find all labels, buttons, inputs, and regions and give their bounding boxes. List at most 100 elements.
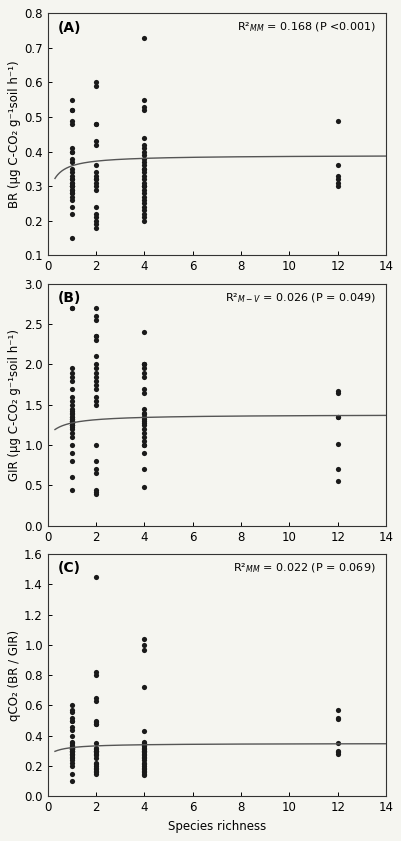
Point	[69, 714, 75, 727]
Point	[93, 483, 99, 496]
Point	[141, 100, 147, 114]
Point	[93, 752, 99, 765]
Point	[93, 330, 99, 343]
Point	[69, 166, 75, 179]
Point	[141, 643, 147, 656]
Point	[69, 422, 75, 436]
Point	[141, 179, 147, 193]
Point	[69, 172, 75, 186]
Point	[141, 739, 147, 753]
Point	[69, 744, 75, 758]
Point	[69, 398, 75, 411]
Point	[69, 207, 75, 220]
Point	[93, 117, 99, 130]
Point	[141, 357, 147, 371]
Point	[69, 172, 75, 186]
Point	[141, 747, 147, 760]
Point	[141, 406, 147, 420]
Point	[69, 729, 75, 743]
Point	[93, 172, 99, 186]
Point	[69, 415, 75, 429]
Point	[69, 366, 75, 379]
Point	[141, 172, 147, 186]
Point	[141, 382, 147, 395]
Point	[141, 159, 147, 172]
Text: (B): (B)	[58, 291, 81, 305]
Point	[69, 415, 75, 429]
Point	[69, 741, 75, 754]
Point	[93, 438, 99, 452]
Point	[141, 176, 147, 189]
Point	[141, 179, 147, 193]
Point	[69, 152, 75, 166]
Point	[93, 756, 99, 770]
Point	[69, 183, 75, 197]
Point	[69, 750, 75, 764]
Point	[69, 406, 75, 420]
Point	[69, 162, 75, 176]
Point	[93, 362, 99, 375]
Point	[141, 434, 147, 447]
Point	[69, 756, 75, 770]
Point	[69, 743, 75, 756]
Point	[141, 724, 147, 738]
Point	[69, 711, 75, 724]
Point	[69, 231, 75, 245]
Point	[69, 193, 75, 207]
Point	[69, 418, 75, 431]
Point	[93, 767, 99, 780]
Point	[141, 162, 147, 176]
Point	[141, 744, 147, 758]
Point	[141, 166, 147, 179]
Point	[69, 187, 75, 200]
Point	[93, 717, 99, 730]
Point	[69, 394, 75, 408]
Point	[141, 141, 147, 155]
Point	[69, 744, 75, 758]
Point	[93, 366, 99, 379]
Point	[93, 378, 99, 391]
Point	[141, 744, 147, 758]
Point	[93, 691, 99, 705]
Point	[334, 159, 340, 172]
Point	[69, 200, 75, 214]
Point	[93, 172, 99, 186]
Point	[69, 382, 75, 395]
Point	[69, 410, 75, 424]
Point	[141, 152, 147, 166]
Point	[93, 398, 99, 411]
Point	[93, 76, 99, 89]
Point	[93, 764, 99, 777]
Point	[93, 394, 99, 408]
Point	[93, 183, 99, 197]
Point	[141, 767, 147, 780]
Point	[141, 680, 147, 694]
Point	[141, 415, 147, 429]
Point	[93, 758, 99, 771]
Point	[93, 716, 99, 729]
Point	[93, 200, 99, 214]
Point	[93, 669, 99, 682]
Point	[93, 210, 99, 224]
Point	[141, 325, 147, 339]
Point	[141, 386, 147, 399]
Point	[93, 374, 99, 388]
Point	[69, 754, 75, 767]
Point	[69, 374, 75, 388]
Point	[334, 463, 340, 476]
Text: (A): (A)	[58, 20, 81, 34]
Point	[141, 431, 147, 444]
Point	[334, 172, 340, 186]
Point	[69, 179, 75, 193]
Point	[141, 103, 147, 117]
Point	[141, 750, 147, 764]
Point	[141, 410, 147, 424]
Point	[93, 746, 99, 759]
Y-axis label: BR (μg C-CO₂ g⁻¹soil h⁻¹): BR (μg C-CO₂ g⁻¹soil h⁻¹)	[8, 61, 21, 209]
Point	[93, 744, 99, 758]
Point	[141, 754, 147, 767]
Point	[93, 221, 99, 235]
Point	[141, 145, 147, 158]
Point	[69, 418, 75, 431]
Point	[334, 737, 340, 750]
